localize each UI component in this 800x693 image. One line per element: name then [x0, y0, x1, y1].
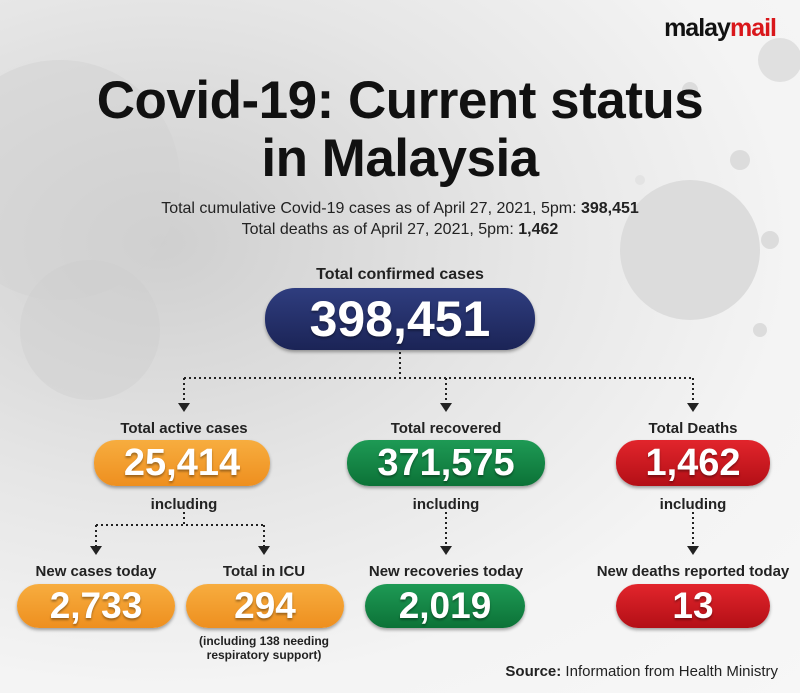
brand-logo: malaymail — [664, 14, 777, 42]
recovered-including: including — [412, 496, 480, 513]
active-value: 25,414 — [94, 440, 270, 486]
active-including: including — [150, 496, 218, 513]
deaths-including: including — [659, 496, 727, 513]
source-credit: Source: Information from Health Ministry — [505, 663, 778, 680]
new-cases-label: New cases today — [35, 563, 157, 580]
title-line-2: in Malaysia — [261, 129, 539, 188]
new-recoveries-value: 2,019 — [365, 584, 525, 628]
page-title: Covid-19: Current status in Malaysia — [0, 72, 800, 188]
icu-note: (including 138 needing respiratory suppo… — [198, 634, 329, 662]
recovered-value: 371,575 — [347, 440, 545, 486]
new-cases-value: 2,733 — [17, 584, 175, 628]
deaths-label: Total Deaths — [648, 420, 738, 437]
icu-value: 294 — [186, 584, 344, 628]
confirmed-value: 398,451 — [265, 288, 535, 350]
new-deaths-value: 13 — [616, 584, 770, 628]
deaths-summary: Total deaths as of April 27, 2021, 5pm: … — [241, 221, 559, 238]
confirmed-label: Total confirmed cases — [316, 266, 484, 283]
new-deaths-label: New deaths reported today — [596, 563, 790, 580]
cases-summary: Total cumulative Covid-19 cases as of Ap… — [161, 200, 639, 217]
recovered-label: Total recovered — [390, 420, 502, 437]
deaths-value: 1,462 — [616, 440, 770, 486]
title-line-1: Covid-19: Current status — [96, 71, 704, 130]
icu-label: Total in ICU — [222, 563, 306, 580]
new-recoveries-label: New recoveries today — [368, 563, 524, 580]
active-label: Total active cases — [120, 420, 248, 437]
